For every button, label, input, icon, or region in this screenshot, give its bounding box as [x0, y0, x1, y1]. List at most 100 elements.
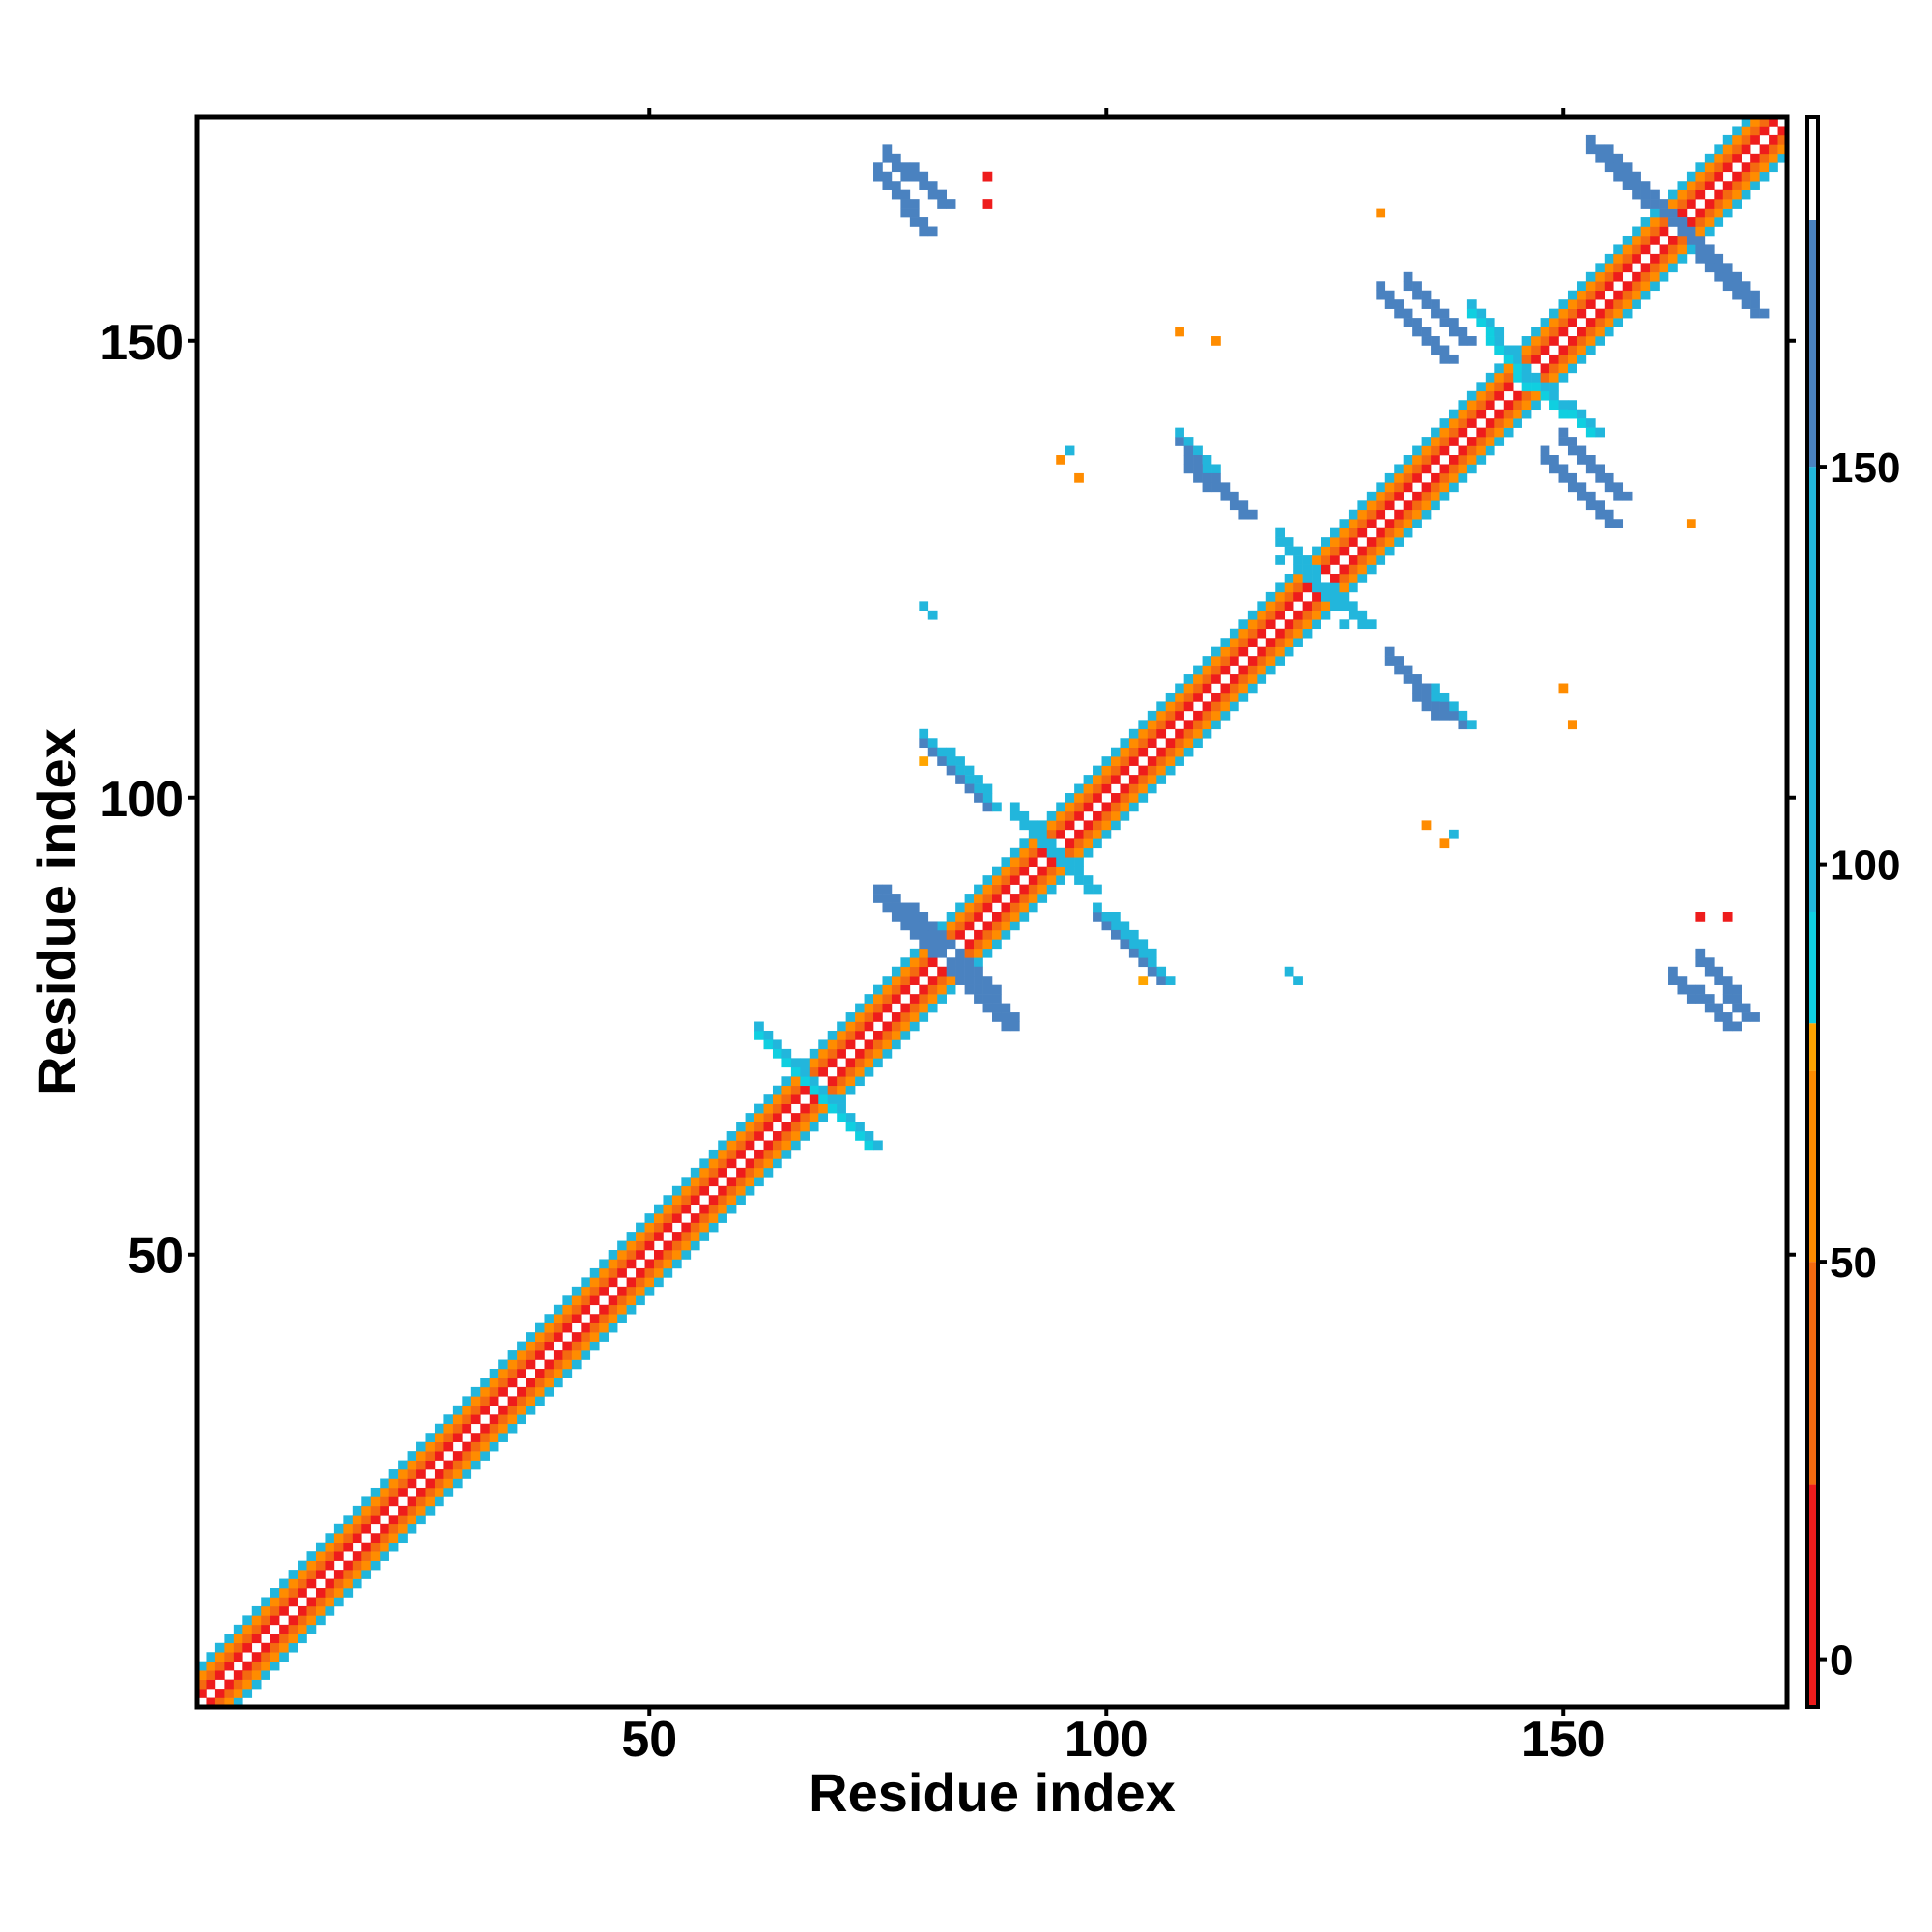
heatmap-cell — [1156, 747, 1167, 757]
heatmap-cell — [407, 1496, 417, 1507]
heatmap-cell — [1065, 793, 1075, 803]
heatmap-cell — [644, 1213, 655, 1223]
heatmap-cell — [1138, 738, 1149, 749]
heatmap-cell — [1722, 153, 1733, 163]
heatmap-cell — [1165, 747, 1176, 757]
heatmap-cell — [992, 994, 1002, 1004]
heatmap-cell — [1093, 902, 1102, 913]
heatmap-cell — [1448, 437, 1459, 446]
heatmap-cell — [298, 1634, 307, 1644]
heatmap-cell — [1110, 765, 1121, 776]
heatmap-cell — [763, 1030, 774, 1040]
heatmap-cell — [589, 1322, 600, 1333]
heatmap-cell — [553, 1368, 563, 1378]
heatmap-cell — [1549, 354, 1559, 364]
heatmap-cell — [663, 1259, 673, 1269]
heatmap-cell — [1056, 857, 1065, 867]
heatmap-cell — [1147, 957, 1157, 968]
heatmap-cell — [1330, 573, 1340, 583]
heatmap-cell — [1485, 427, 1495, 438]
heatmap-cell — [873, 884, 883, 895]
heatmap-cell — [1339, 591, 1350, 602]
heatmap-cell — [726, 1185, 737, 1196]
heatmap-cell — [1677, 253, 1688, 264]
heatmap-cell — [818, 1066, 829, 1077]
heatmap-cell — [1339, 537, 1350, 547]
heatmap-cell — [1650, 208, 1660, 218]
heatmap-cell — [581, 1295, 591, 1306]
heatmap-cell — [1741, 1003, 1751, 1013]
heatmap-cell — [1595, 271, 1605, 282]
heatmap-cell — [1714, 162, 1724, 173]
heatmap-cell — [1366, 546, 1377, 556]
heatmap-cell — [1622, 181, 1633, 190]
heatmap-cell — [1312, 591, 1321, 602]
heatmap-cell — [1120, 921, 1130, 931]
heatmap-cell — [1677, 235, 1688, 245]
heatmap-cell — [526, 1341, 536, 1351]
heatmap-cell — [562, 1359, 573, 1370]
heatmap-cell — [553, 1322, 563, 1333]
heatmap-cell — [927, 226, 938, 237]
heatmap-cell — [1531, 336, 1541, 346]
heatmap-cell — [946, 966, 956, 977]
x-axis-label: Residue index — [809, 1762, 1176, 1823]
heatmap-cell — [407, 1478, 417, 1489]
heatmap-cell — [425, 1441, 436, 1452]
heatmap-cell — [1503, 372, 1514, 383]
heatmap-cell — [1101, 820, 1112, 831]
heatmap-cell — [343, 1570, 354, 1579]
heatmap-cell — [1175, 747, 1184, 757]
heatmap-cell — [1202, 728, 1212, 739]
heatmap-cell — [919, 226, 929, 237]
heatmap-cell — [599, 1277, 609, 1288]
heatmap-cell — [562, 1295, 573, 1306]
heatmap-cell — [671, 1204, 682, 1214]
heatmap-cell — [1421, 327, 1432, 337]
heatmap-cell — [1284, 582, 1294, 593]
heatmap-cell — [927, 976, 938, 985]
heatmap-cell — [1412, 683, 1422, 694]
heatmap-cell — [1202, 455, 1212, 465]
heatmap-cell — [1001, 866, 1011, 876]
heatmap-cell — [388, 1515, 399, 1525]
heatmap-cell — [974, 976, 983, 985]
heatmap-cell — [1613, 318, 1624, 327]
heatmap-cell — [809, 1103, 819, 1114]
heatmap-cell — [1513, 363, 1522, 374]
colorbar-segment — [1807, 1484, 1818, 1707]
heatmap-cell — [1074, 829, 1084, 839]
heatmap-cell — [581, 1350, 591, 1360]
heatmap-cell — [1722, 994, 1733, 1004]
heatmap-cell — [298, 1560, 307, 1571]
heatmap-cell — [1577, 345, 1587, 355]
heatmap-cell — [1750, 117, 1760, 127]
heatmap-cell — [1321, 564, 1331, 575]
heatmap-cell — [1704, 263, 1715, 273]
heatmap-cell — [1549, 400, 1559, 411]
heatmap-cell — [800, 1066, 810, 1077]
heatmap-cell — [1293, 582, 1303, 593]
heatmap-cell — [1403, 527, 1413, 538]
heatmap-cell — [1193, 720, 1203, 730]
heatmap-cell — [498, 1386, 508, 1397]
heatmap-cell — [718, 1158, 727, 1169]
heatmap-cell — [242, 1670, 253, 1680]
heatmap-cell — [1110, 793, 1121, 803]
heatmap-cell — [882, 153, 893, 163]
heatmap-cell — [279, 1597, 289, 1607]
heatmap-cell — [708, 1204, 719, 1214]
heatmap-cell — [298, 1578, 307, 1589]
heatmap-cell — [781, 1131, 792, 1141]
heatmap-cell — [1632, 271, 1641, 282]
heatmap-cell — [937, 939, 947, 950]
heatmap-cell — [333, 1570, 344, 1579]
heatmap-cell — [1759, 144, 1770, 155]
heatmap-cell — [974, 966, 983, 977]
heatmap-cell — [1394, 491, 1404, 501]
heatmap-cell — [1659, 199, 1669, 209]
heatmap-cell — [1001, 902, 1011, 913]
heatmap-cell — [1056, 802, 1065, 812]
heatmap-cell — [1265, 656, 1276, 666]
heatmap-cell — [617, 1304, 627, 1315]
